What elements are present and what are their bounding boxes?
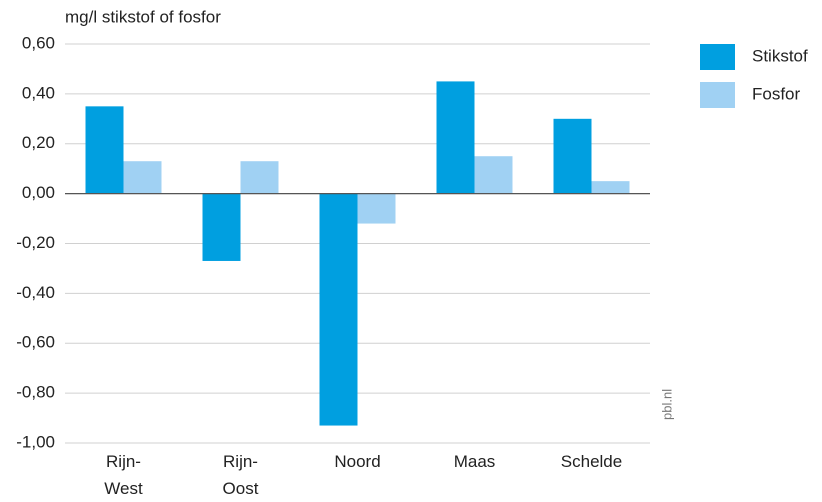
y-axis-label: mg/l stikstof of fosfor [65,7,221,26]
bar [553,118,592,194]
bar [591,181,630,194]
y-tick-label: -0,60 [16,333,55,352]
y-tick-label: -1,00 [16,432,55,451]
bar [85,106,124,194]
y-tick-label: 0,60 [22,33,55,52]
bar [202,193,241,261]
y-tick-label: -0,80 [16,383,55,402]
bar [319,193,358,426]
y-tick-label: -0,40 [16,283,55,302]
legend-label: Fosfor [752,84,801,103]
x-tick-label: Maas [454,452,496,471]
x-tick-label: Schelde [561,452,622,471]
y-tick-label: -0,20 [16,233,55,252]
x-tick-label: Noord [334,452,380,471]
x-tick-label: Rijn-West [104,452,143,498]
legend-swatch [700,44,735,70]
bar [240,161,279,194]
legend-swatch [700,82,735,108]
bar [474,156,513,194]
legend-label: Stikstof [752,46,808,65]
y-tick-label: 0,40 [22,83,55,102]
y-tick-label: 0,20 [22,133,55,152]
y-tick-label: 0,00 [22,183,55,202]
watermark: pbl.nl [659,389,674,420]
bar [123,161,162,194]
x-tick-label: Rijn-Oost [223,452,259,498]
bar [436,81,475,194]
bar [357,193,396,224]
